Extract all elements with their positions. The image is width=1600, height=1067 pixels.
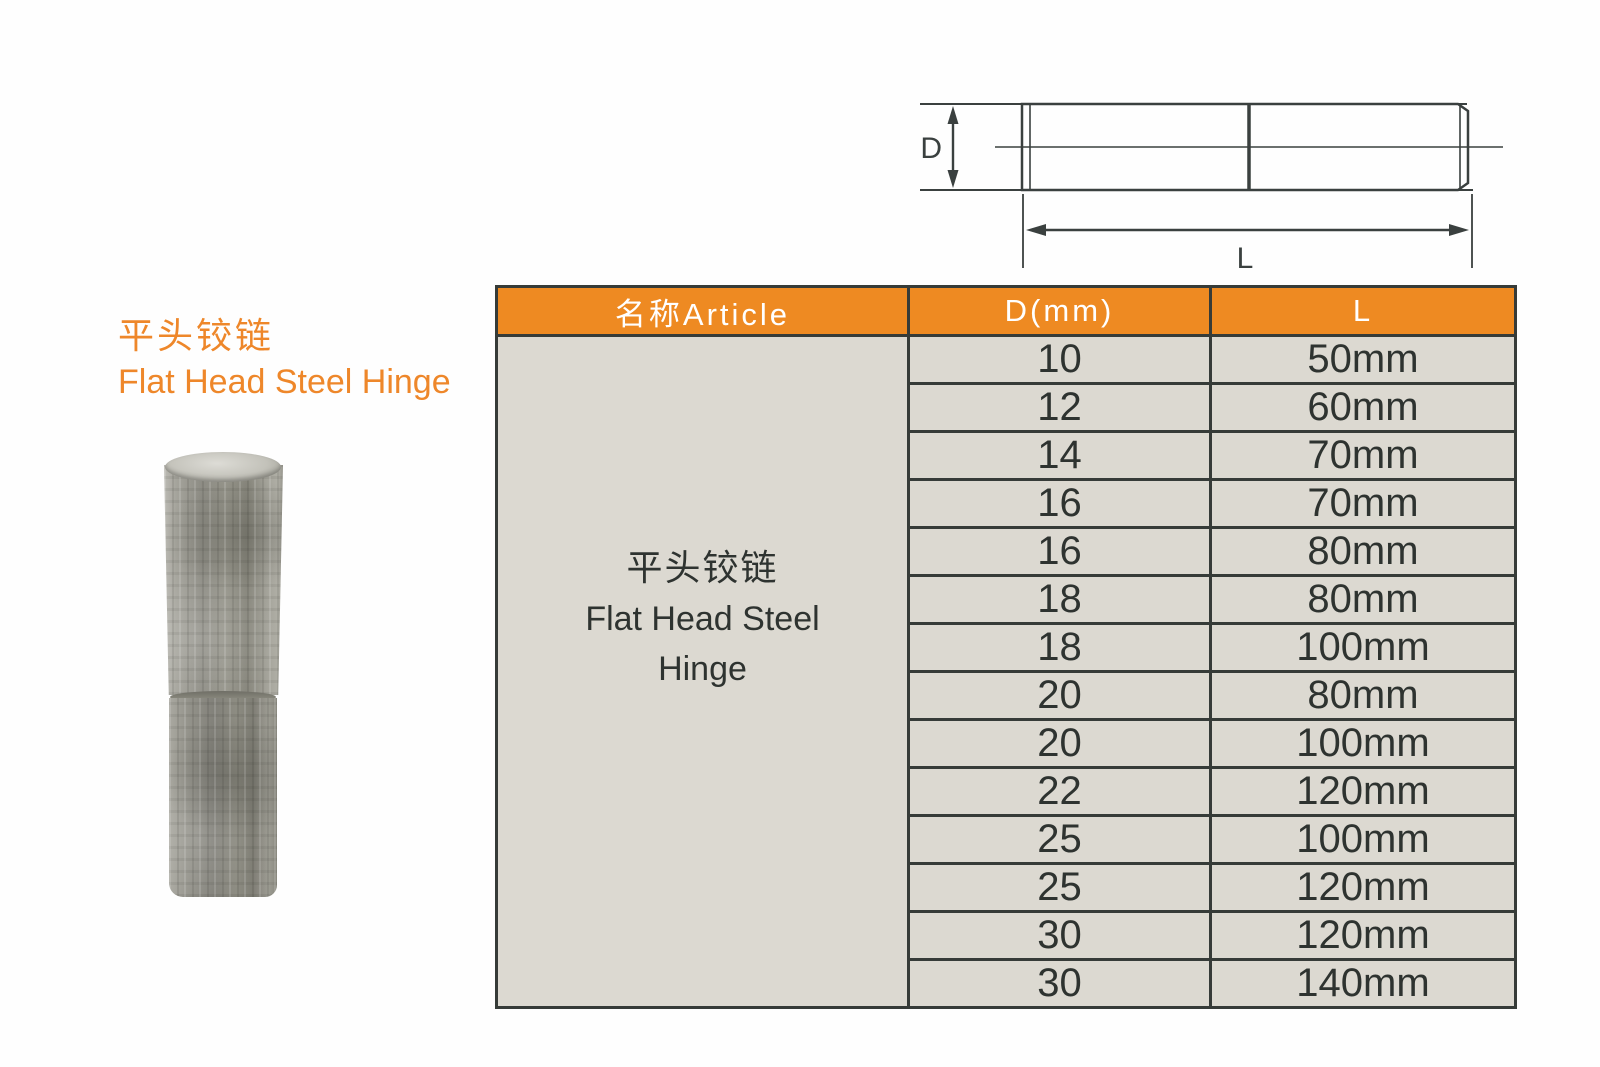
d-arrowhead-bottom — [947, 170, 959, 188]
l-value-cell: 120mm — [1209, 862, 1517, 913]
diagram-l-label: L — [1237, 242, 1254, 275]
l-value-cell: 70mm — [1209, 430, 1517, 481]
article-cell: 平头铰链 Flat Head Steel Hinge — [495, 334, 910, 1009]
product-photo — [164, 452, 283, 897]
hinge-upper-segment — [164, 465, 283, 695]
spec-table-row: 12 60mm — [497, 382, 1517, 433]
col-header-l: L — [1209, 285, 1517, 337]
spec-table-row: 25 100mm — [497, 814, 1517, 865]
spec-table-row: 16 70mm — [497, 478, 1517, 529]
l-value-cell: 80mm — [1209, 574, 1517, 625]
d-value-cell: 30 — [907, 910, 1212, 961]
d-value-cell: 20 — [907, 670, 1212, 721]
spec-table-row: 25 120mm — [497, 862, 1517, 913]
l-value-cell: 100mm — [1209, 718, 1517, 769]
article-name-en-line2: Hinge — [658, 650, 747, 688]
spec-table-row: 14 70mm — [497, 430, 1517, 481]
product-title: 平头铰链 Flat Head Steel Hinge — [118, 314, 451, 403]
d-value-cell: 12 — [907, 382, 1212, 433]
spec-table-row: 18 100mm — [497, 622, 1517, 673]
hinge-lower-segment — [169, 698, 277, 897]
diagram-d-label: D — [920, 132, 942, 165]
d-value-cell: 30 — [907, 958, 1212, 1009]
d-value-cell: 18 — [907, 622, 1212, 673]
spec-table-row: 20 80mm — [497, 670, 1517, 721]
spec-table-row: 30 140mm — [497, 958, 1517, 1009]
d-value-cell: 16 — [907, 478, 1212, 529]
l-value-cell: 120mm — [1209, 910, 1517, 961]
d-value-cell: 16 — [907, 526, 1212, 577]
spec-table-row: 平头铰链 Flat Head Steel Hinge 10 50mm — [495, 334, 1517, 1009]
d-value-cell: 25 — [907, 814, 1212, 865]
article-name-zh: 平头铰链 — [626, 547, 779, 588]
d-value-cell: 18 — [907, 574, 1212, 625]
l-arrowhead-right — [1449, 224, 1469, 236]
l-value-cell: 70mm — [1209, 478, 1517, 529]
hinge-body-outline — [1020, 102, 1470, 192]
product-title-zh: 平头铰链 — [118, 315, 275, 356]
d-value-cell: 10 — [907, 334, 1212, 385]
l-arrowhead-left — [1026, 224, 1046, 236]
col-header-d: D(mm) — [907, 285, 1212, 337]
l-value-cell: 50mm — [1209, 334, 1517, 385]
spec-table-row: 18 80mm — [497, 574, 1517, 625]
d-arrowhead-top — [947, 106, 959, 124]
l-value-cell: 100mm — [1209, 622, 1517, 673]
l-value-cell: 100mm — [1209, 814, 1517, 865]
dimension-diagram: D L — [920, 102, 1503, 275]
spec-table-row: 30 120mm — [497, 910, 1517, 961]
l-value-cell: 120mm — [1209, 766, 1517, 817]
spec-table: 名称Article D(mm) L 平头铰链 Flat Head Steel Hin… — [495, 285, 1517, 1009]
product-title-en: Flat Head Steel Hinge — [118, 363, 451, 401]
spec-table-body: 平头铰链 Flat Head Steel Hinge 10 50mm 12 60mm 14 70… — [495, 334, 1517, 1009]
spec-table-row: 16 80mm — [497, 526, 1517, 577]
l-value-cell: 60mm — [1209, 382, 1517, 433]
l-value-cell: 80mm — [1209, 670, 1517, 721]
d-value-cell: 20 — [907, 718, 1212, 769]
l-value-cell: 80mm — [1209, 526, 1517, 577]
d-value-cell: 22 — [907, 766, 1212, 817]
spec-table-header-row: 名称Article D(mm) L — [495, 285, 1517, 337]
spec-table-row: 20 100mm — [497, 718, 1517, 769]
col-header-article: 名称Article — [495, 285, 910, 337]
spec-table-row: 22 120mm — [497, 766, 1517, 817]
d-value-cell: 14 — [907, 430, 1212, 481]
d-value-cell: 25 — [907, 862, 1212, 913]
hinge-top-cap — [165, 452, 281, 482]
l-value-cell: 140mm — [1209, 958, 1517, 1009]
article-name-en-line1: Flat Head Steel — [585, 600, 820, 638]
